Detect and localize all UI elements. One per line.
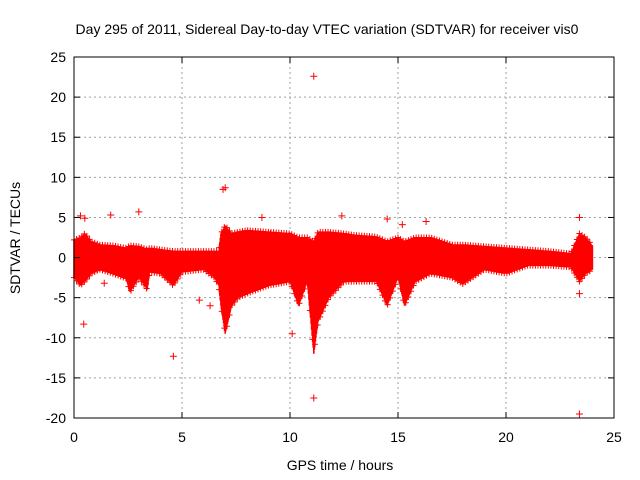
outlier-point bbox=[195, 296, 203, 304]
y-tick-label: 0 bbox=[58, 250, 66, 266]
outlier-point bbox=[288, 330, 296, 338]
y-tick-label: -5 bbox=[54, 290, 67, 306]
outlier-point bbox=[338, 212, 346, 220]
outlier-point bbox=[310, 72, 318, 80]
x-tick-label: 20 bbox=[498, 429, 514, 445]
y-tick-label: 15 bbox=[50, 129, 66, 145]
y-tick-label: 10 bbox=[50, 169, 66, 185]
x-tick-label: 10 bbox=[282, 429, 298, 445]
outlier-point bbox=[80, 320, 88, 328]
outlier-point bbox=[76, 212, 84, 220]
outlier-point bbox=[258, 213, 266, 221]
outlier-point bbox=[310, 394, 318, 402]
outlier-point bbox=[422, 217, 430, 225]
axis-ticks: 0 5 10 15 20 25 -20 -15 -10 -5 0 5 10 15 20 25 bbox=[46, 49, 622, 445]
y-tick-label: -10 bbox=[46, 330, 66, 346]
outlier-point bbox=[107, 211, 115, 219]
outlier-point bbox=[383, 215, 391, 223]
y-tick-label: 20 bbox=[50, 89, 66, 105]
data-envelope-markers bbox=[73, 225, 594, 354]
outlier-point bbox=[575, 213, 583, 221]
x-tick-label: 25 bbox=[606, 429, 622, 445]
outlier-point bbox=[135, 208, 143, 216]
outlier-point bbox=[169, 352, 177, 360]
outlier-point bbox=[575, 410, 583, 418]
outlier-point bbox=[100, 279, 108, 287]
outlier-point bbox=[575, 290, 583, 298]
y-tick-label: -20 bbox=[46, 410, 66, 426]
y-tick-label: -15 bbox=[46, 370, 66, 386]
outlier-point bbox=[398, 221, 406, 229]
x-tick-label: 15 bbox=[390, 429, 406, 445]
x-tick-label: 5 bbox=[178, 429, 186, 445]
grid-lines bbox=[74, 57, 614, 418]
outlier-point bbox=[267, 229, 275, 237]
y-tick-label: 25 bbox=[50, 49, 66, 65]
data-points bbox=[71, 72, 594, 418]
y-tick-label: 5 bbox=[58, 209, 66, 225]
chart-title: Day 295 of 2011, Sidereal Day-to-day VTE… bbox=[76, 21, 579, 37]
outlier-point bbox=[81, 214, 89, 222]
outlier-point bbox=[206, 302, 214, 310]
x-tick-label: 0 bbox=[70, 429, 78, 445]
y-axis-label: SDTVAR / TECUs bbox=[7, 182, 23, 294]
x-axis-label: GPS time / hours bbox=[287, 457, 394, 473]
plot-area-frame bbox=[73, 56, 615, 419]
outlier-point bbox=[221, 184, 229, 192]
